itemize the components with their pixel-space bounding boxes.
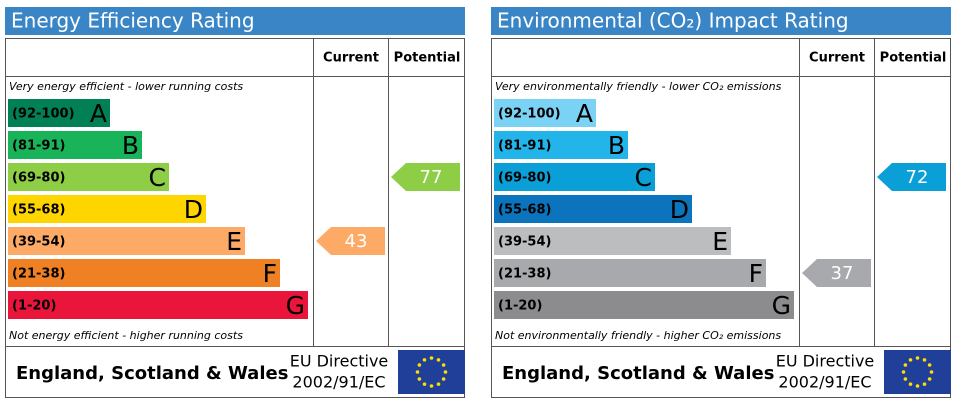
band-letter: F	[749, 259, 763, 288]
eu-star	[417, 377, 422, 381]
title-bar	[5, 7, 465, 35]
band-letter: B	[122, 131, 139, 160]
footer-directive: 2002/91/EC	[778, 373, 871, 392]
band-letter: D	[184, 195, 203, 224]
band-range: (55-68)	[498, 203, 551, 218]
band-range: (21-38)	[498, 267, 551, 282]
band-range: (39-54)	[12, 235, 65, 250]
rating-value: 37	[831, 263, 854, 284]
rating-band	[494, 227, 731, 255]
eu-star	[927, 377, 932, 381]
band-range: (1-20)	[12, 299, 56, 314]
eu-star	[415, 370, 420, 374]
band-letter: E	[226, 227, 242, 256]
rating-band	[8, 291, 308, 319]
col-header: Potential	[394, 51, 461, 66]
eu-star	[429, 356, 434, 360]
band-range: (1-20)	[498, 299, 542, 314]
eu-star	[436, 382, 441, 386]
rating-arrow	[802, 259, 871, 287]
panel-box	[491, 38, 951, 398]
eu-star	[903, 363, 908, 367]
band-range: (92-100)	[498, 107, 561, 122]
rating-band	[494, 291, 794, 319]
eu-star	[922, 382, 927, 386]
panel-box	[5, 38, 465, 398]
eu-star	[436, 358, 441, 362]
band-range: (69-80)	[12, 171, 65, 186]
rating-band	[8, 163, 169, 191]
band-range: (21-38)	[12, 267, 65, 282]
eu-star	[929, 370, 934, 374]
rating-band	[494, 195, 692, 223]
band-letter: D	[670, 195, 689, 224]
rating-value: 77	[420, 167, 443, 188]
panel-title: Environmental (CO₂) Impact Rating	[497, 9, 849, 33]
footer-directive: EU Directive	[290, 352, 389, 371]
top-note: Very energy efficient - lower running co…	[9, 80, 243, 93]
band-range: (81-91)	[498, 139, 551, 154]
eu-star	[903, 377, 908, 381]
rating-band	[494, 131, 628, 159]
band-letter: G	[772, 291, 791, 320]
eu-star	[901, 370, 906, 374]
bottom-note: Not environmentally friendly - higher CO…	[495, 329, 781, 342]
footer-directive: EU Directive	[776, 352, 875, 371]
title-bar	[491, 7, 951, 35]
band-range: (55-68)	[12, 203, 65, 218]
rating-band	[8, 99, 110, 127]
rating-band	[8, 195, 206, 223]
band-letter: B	[608, 131, 625, 160]
col-header: Potential	[880, 51, 947, 66]
footer-region: England, Scotland & Wales	[502, 363, 774, 384]
rating-band	[494, 163, 655, 191]
rating-value: 72	[906, 167, 929, 188]
eu-star	[915, 356, 920, 360]
panel-title: Energy Efficiency Rating	[11, 9, 255, 33]
band-range: (92-100)	[12, 107, 75, 122]
footer-region: England, Scotland & Wales	[16, 363, 288, 384]
band-letter: A	[90, 99, 107, 128]
band-letter: E	[712, 227, 728, 256]
eu-star	[422, 358, 427, 362]
band-letter: C	[635, 163, 652, 192]
rating-band	[8, 259, 280, 287]
band-letter: A	[576, 99, 593, 128]
band-letter: G	[286, 291, 305, 320]
eu-star	[429, 384, 434, 388]
band-range: (39-54)	[498, 235, 551, 250]
rating-band	[8, 227, 245, 255]
bottom-note: Not energy efficient - higher running co…	[9, 329, 243, 342]
rating-arrow	[316, 227, 385, 255]
band-letter: C	[149, 163, 166, 192]
eu-star	[441, 377, 446, 381]
eu-star	[927, 363, 932, 367]
eu-star	[922, 358, 927, 362]
col-header: Current	[809, 51, 865, 66]
band-range: (81-91)	[12, 139, 65, 154]
rating-band	[494, 99, 596, 127]
eu-star	[441, 363, 446, 367]
eu-star	[908, 358, 913, 362]
eu-star	[422, 382, 427, 386]
rating-arrow	[391, 163, 460, 191]
eu-star	[915, 384, 920, 388]
eu-star	[908, 382, 913, 386]
eu-star	[417, 363, 422, 367]
rating-band	[494, 259, 766, 287]
col-header: Current	[323, 51, 379, 66]
rating-value: 43	[345, 231, 368, 252]
rating-arrow	[877, 163, 946, 191]
top-note: Very environmentally friendly - lower CO…	[495, 80, 782, 93]
rating-band	[8, 131, 142, 159]
band-letter: F	[263, 259, 277, 288]
eu-star	[443, 370, 448, 374]
band-range: (69-80)	[498, 171, 551, 186]
footer-directive: 2002/91/EC	[292, 373, 385, 392]
